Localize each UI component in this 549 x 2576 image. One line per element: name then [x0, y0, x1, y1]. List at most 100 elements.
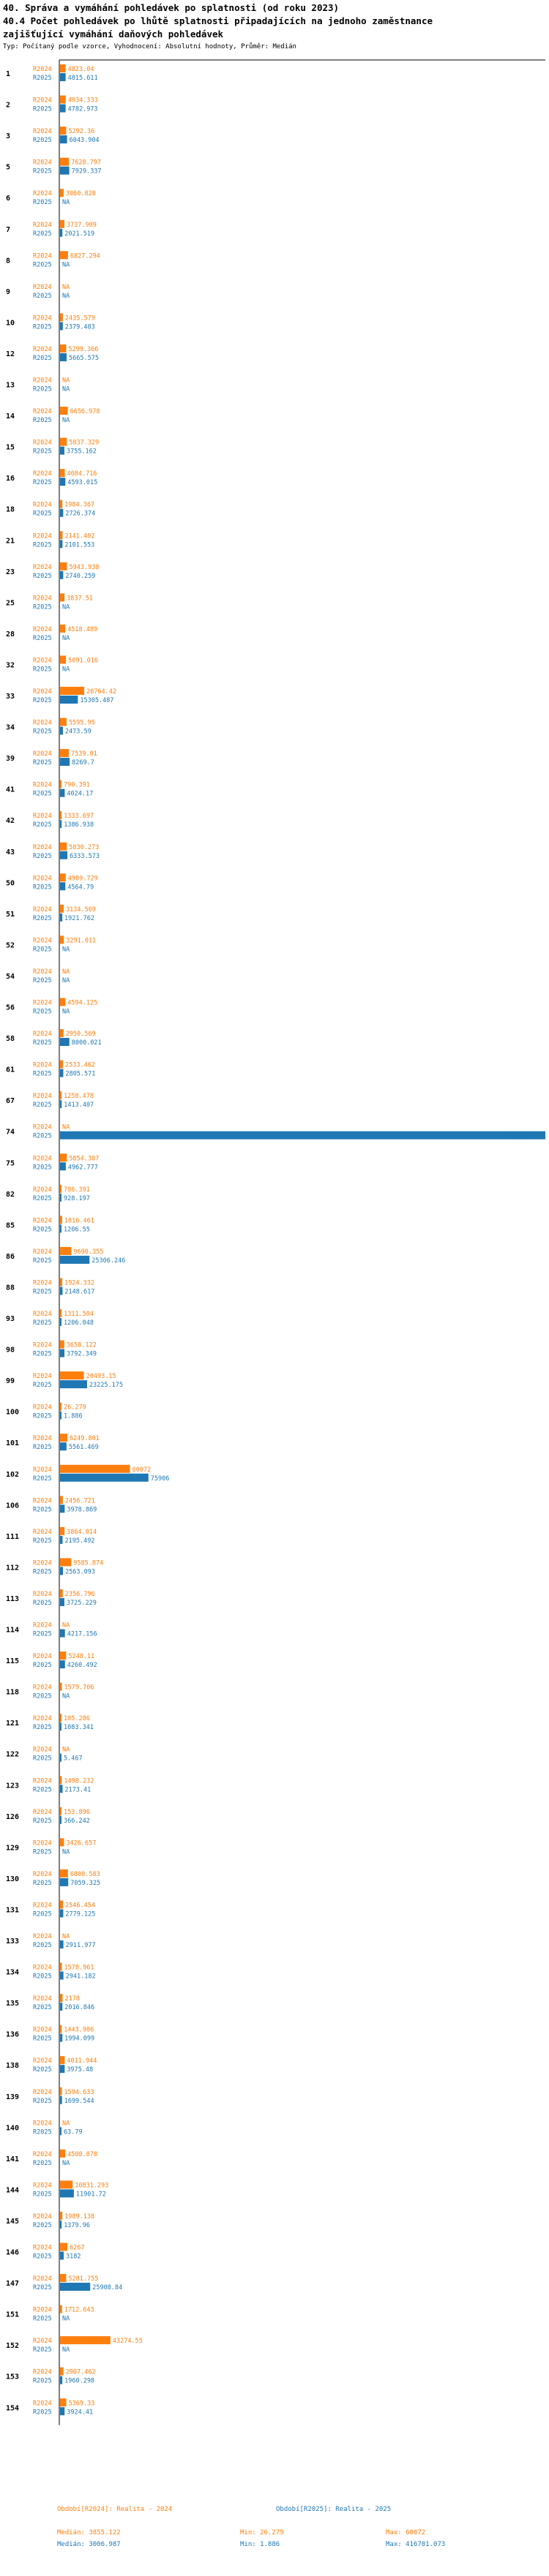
category-label: 28 — [6, 630, 15, 639]
value-label-r2025: 11901.72 — [76, 2191, 106, 2198]
bar-r2025 — [60, 2283, 91, 2291]
category-label: 6 — [6, 195, 10, 203]
series-label-r2024: R2024 — [33, 2182, 52, 2189]
value-label-r2025: NA — [62, 2160, 70, 2167]
bar-r2024 — [60, 1714, 61, 1722]
bar-r2025 — [60, 2003, 63, 2011]
bar-r2025 — [60, 1971, 64, 1980]
series-label-r2025: R2025 — [33, 1755, 52, 1763]
bar-r2024 — [60, 1682, 62, 1691]
value-label-r2024: 1712.643 — [64, 2307, 94, 2314]
category-label: 15 — [6, 444, 15, 452]
bar-r2024 — [60, 2367, 64, 2376]
bar-r2024 — [60, 1838, 64, 1847]
value-label-r2024: 20493.15 — [86, 1373, 116, 1380]
series-label-r2025: R2025 — [33, 168, 52, 176]
category-label: 75 — [6, 1159, 15, 1167]
bar-r2024 — [60, 1558, 72, 1567]
value-label-r2024: 2356.796 — [65, 1591, 95, 1598]
category-label: 9 — [6, 288, 10, 296]
series-label-r2024: R2024 — [33, 1871, 52, 1878]
value-label-r2024: 5248.11 — [68, 1653, 94, 1660]
max-r2025: Max: 416701.073 — [386, 2541, 446, 2548]
series-label-r2024: R2024 — [33, 1839, 52, 1847]
value-label-r2024: 5299.366 — [68, 346, 98, 353]
bar-r2024 — [60, 749, 69, 758]
chart-title-line-2: 40.4 Počet pohledávek po lhůtě splatnost… — [3, 15, 433, 26]
bar-r2024 — [60, 407, 68, 415]
series-label-r2025: R2025 — [33, 479, 52, 486]
bar-r2024 — [60, 562, 67, 570]
series-label-r2024: R2024 — [33, 720, 52, 727]
series-label-r2025: R2025 — [33, 1475, 52, 1483]
category-label: 8 — [6, 257, 10, 265]
category-label: 52 — [6, 941, 15, 949]
series-label-r2024: R2024 — [33, 782, 52, 789]
bar-r2024 — [60, 2274, 67, 2283]
value-label-r2024: 5091.016 — [68, 657, 98, 664]
category-label: 115 — [6, 1657, 19, 1665]
value-label-r2025: 5665.575 — [69, 355, 99, 362]
bar-r2025 — [60, 1255, 90, 1264]
value-label-r2025: 928.197 — [64, 1195, 90, 1202]
value-label-r2024: 1924.332 — [64, 1279, 94, 1287]
bar-r2025 — [60, 788, 65, 797]
value-label-r2024: 153.896 — [64, 1809, 90, 1816]
bar-r2024 — [60, 1869, 68, 1878]
value-label-r2024: 5854.307 — [69, 1155, 99, 1162]
value-label-r2024: 5943.938 — [69, 564, 99, 571]
series-label-r2025: R2025 — [33, 199, 52, 206]
value-label-r2025: NA — [62, 1009, 70, 1016]
series-label-r2024: R2024 — [33, 1186, 52, 1194]
bar-r2025 — [60, 2127, 61, 2136]
series-label-r2024: R2024 — [33, 2089, 52, 2096]
value-label-r2024: 4823.04 — [68, 66, 94, 73]
bar-r2024 — [60, 2211, 63, 2220]
series-label-r2024: R2024 — [33, 1435, 52, 1442]
bar-r2025 — [60, 2033, 63, 2042]
series-label-r2024: R2024 — [33, 2057, 52, 2065]
value-label-r2024: 4518.489 — [67, 626, 97, 633]
value-label-r2025: 1921.762 — [64, 915, 94, 922]
category-label: 153 — [6, 2373, 19, 2381]
series-label-r2025: R2025 — [33, 728, 52, 736]
category-label: 34 — [6, 724, 15, 732]
series-label-r2025: R2025 — [33, 1009, 52, 1016]
bar-r2025 — [60, 1473, 149, 1482]
series-label-r2025: R2025 — [33, 1662, 52, 1669]
value-label-r2024: 9690.355 — [73, 1249, 103, 1256]
bar-r2024 — [60, 687, 85, 695]
bar-r2024 — [60, 2242, 67, 2251]
category-label: 102 — [6, 1471, 19, 1479]
bar-r2024 — [60, 157, 70, 166]
value-label-r2024: 5292.36 — [68, 128, 94, 135]
bar-r2025 — [60, 2407, 65, 2416]
value-label-r2024: 3291.011 — [66, 937, 96, 944]
series-label-r2025: R2025 — [33, 1164, 52, 1171]
value-label-r2025: 1960.298 — [64, 2378, 94, 2385]
bar-r2025 — [60, 1504, 65, 1513]
bar-r2024 — [60, 313, 63, 322]
category-label: 1 — [6, 70, 10, 78]
bar-r2025 — [60, 1287, 63, 1295]
value-label-r2024: 10831.293 — [75, 2182, 108, 2189]
series-label-r2025: R2025 — [33, 2222, 52, 2229]
value-label-r2025: 2473.59 — [65, 728, 92, 736]
value-label-r2025: NA — [62, 293, 70, 300]
series-label-r2024: R2024 — [33, 502, 52, 509]
category-label: 126 — [6, 1813, 19, 1821]
value-label-r2025: 2021.519 — [64, 230, 94, 238]
category-label: 118 — [6, 1689, 19, 1697]
value-label-r2024: 105.286 — [64, 1715, 90, 1722]
series-label-r2024: R2024 — [33, 97, 52, 105]
series-label-r2024: R2024 — [33, 875, 52, 882]
median-r2025: Medián: 3006.987 — [57, 2541, 121, 2548]
bar-r2024 — [60, 1807, 61, 1815]
series-label-r2025: R2025 — [33, 977, 52, 984]
value-label-r2024: 2141.402 — [64, 532, 94, 540]
series-label-r2024: R2024 — [33, 1217, 52, 1224]
category-label: 141 — [6, 2155, 19, 2163]
series-label-r2025: R2025 — [33, 821, 52, 829]
category-label: 12 — [6, 350, 15, 358]
value-label-r2024: 1311.504 — [64, 1311, 94, 1318]
